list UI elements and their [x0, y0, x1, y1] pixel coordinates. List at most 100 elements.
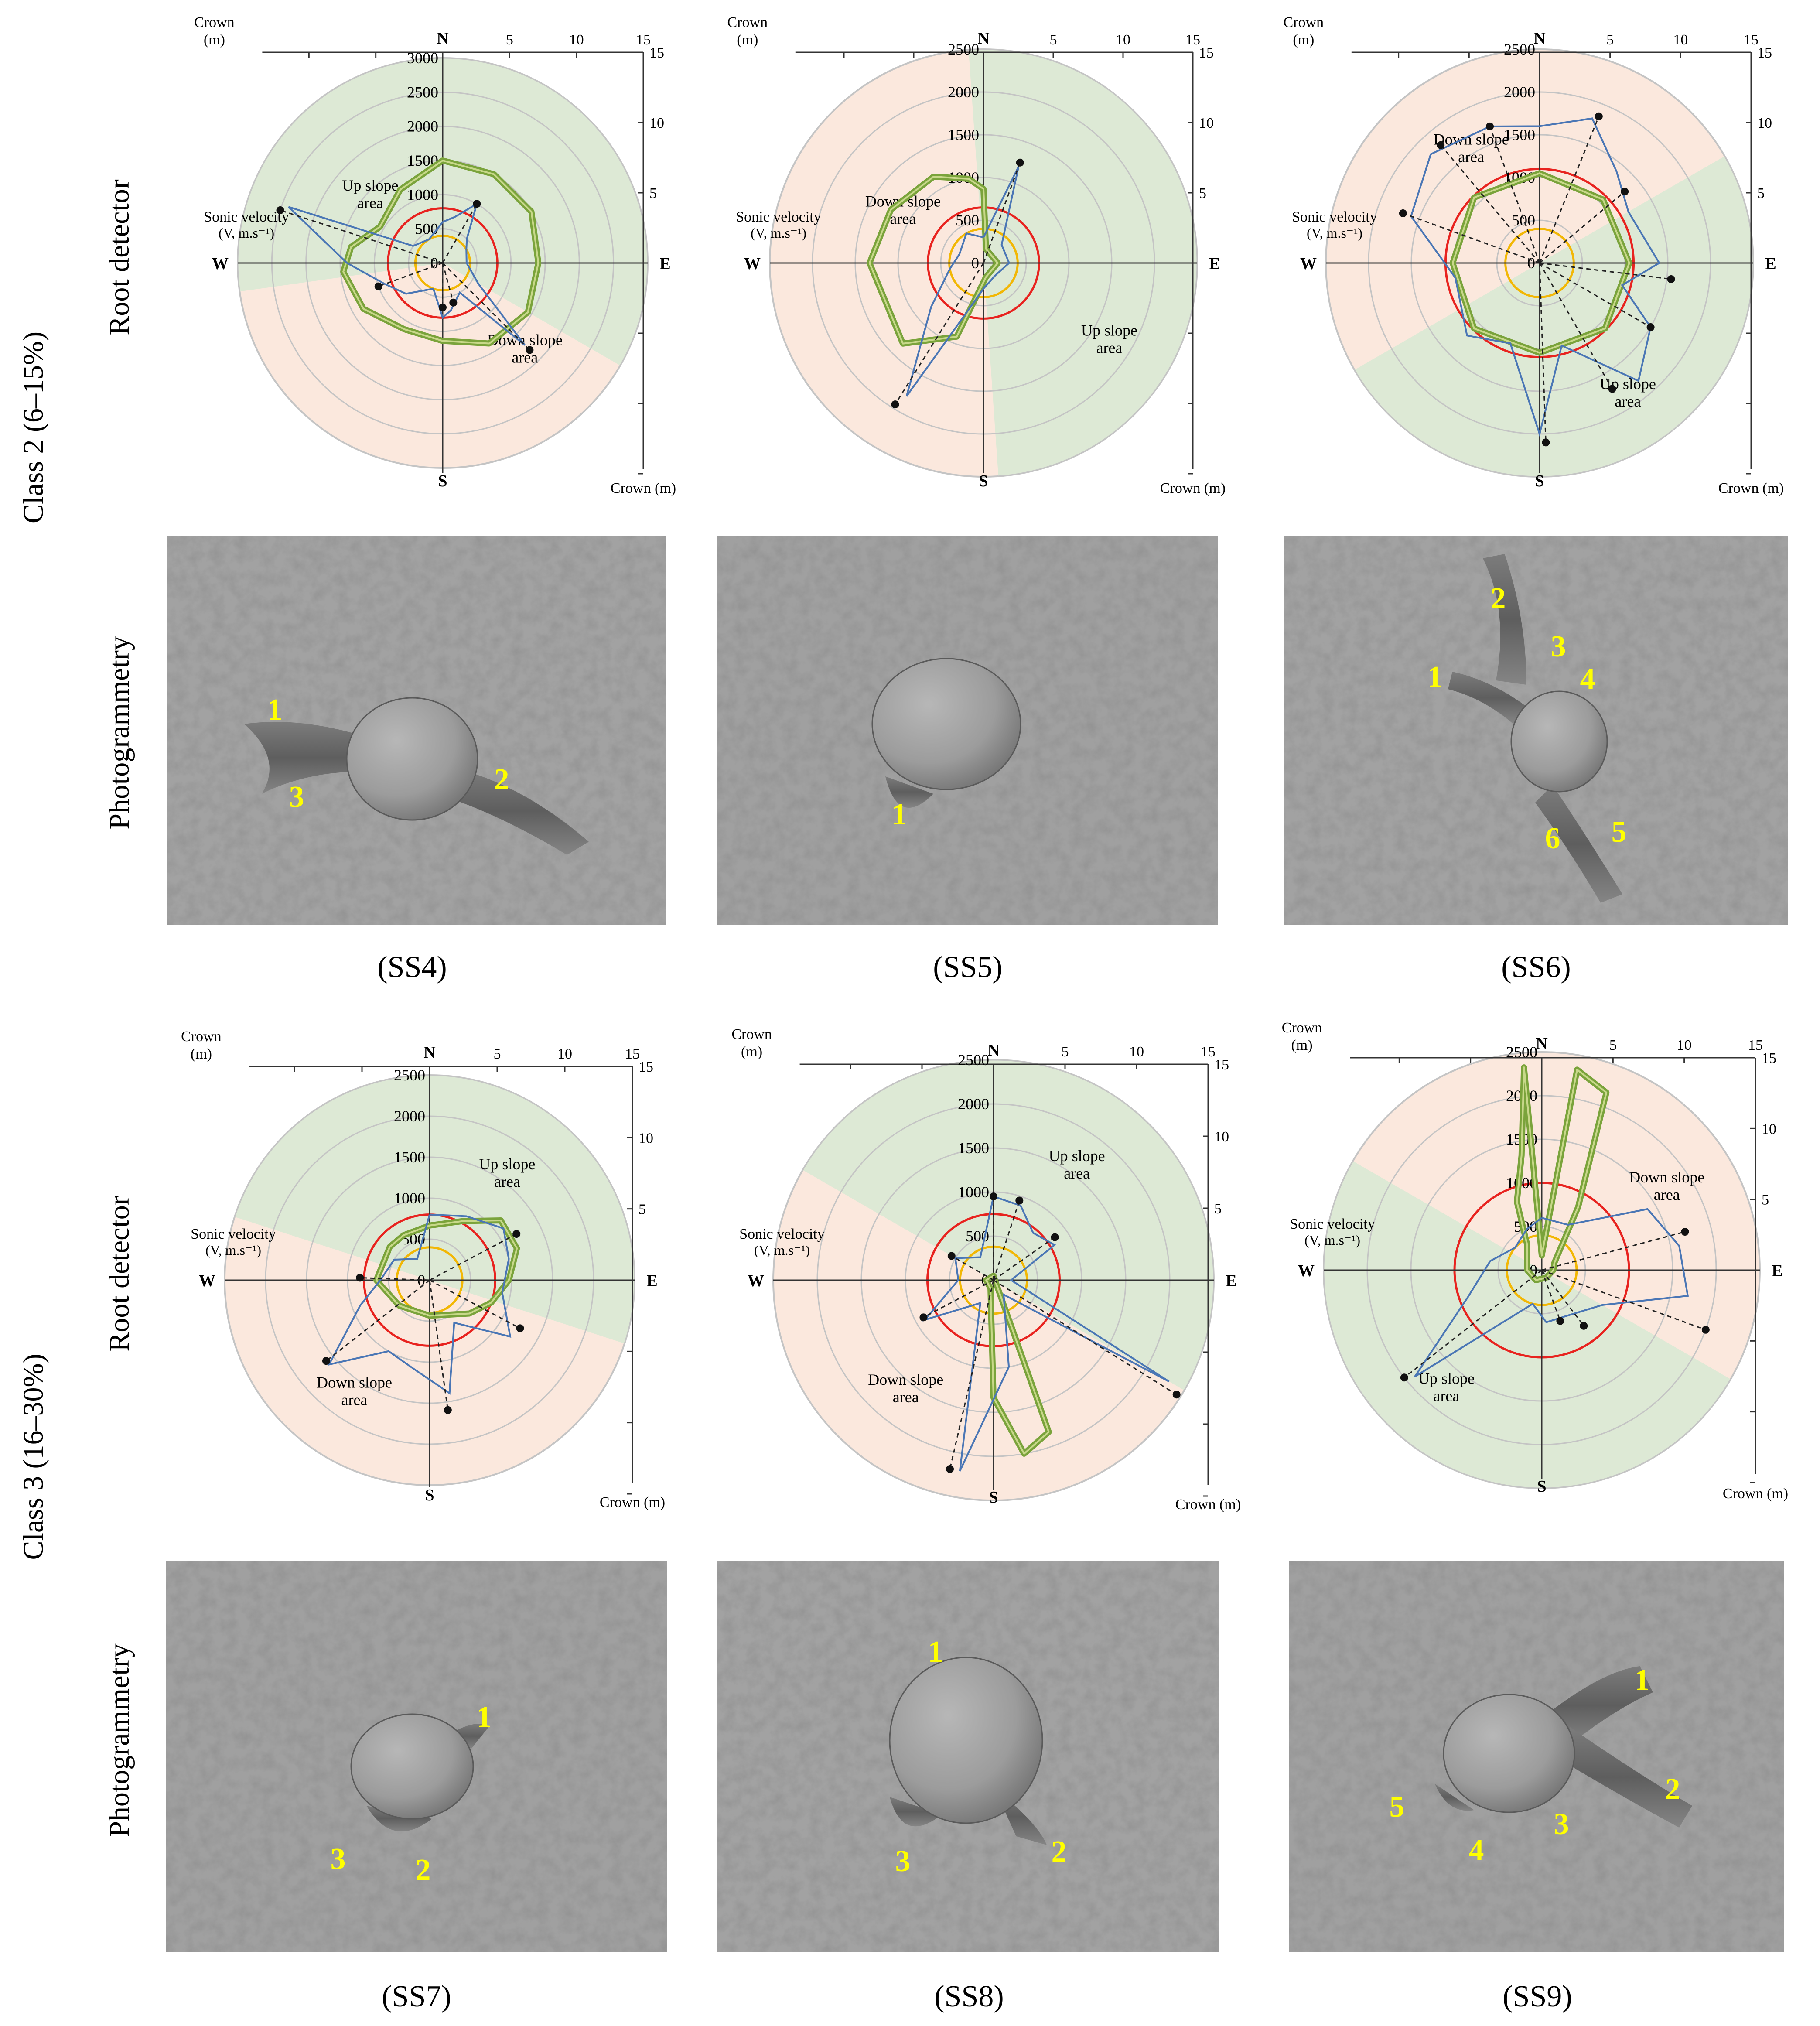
velocity-tick-label: 2000	[407, 118, 438, 135]
velocity-tick-label: 2000	[948, 83, 979, 101]
root-label: 2	[1052, 1835, 1067, 1869]
up-slope-sector	[802, 1060, 1214, 1391]
root-marker	[449, 298, 458, 307]
east-label: E	[646, 1272, 657, 1290]
class3-label: Class 3 (16–30%)	[17, 1354, 49, 1560]
root-label: 2	[1491, 582, 1506, 615]
root-direction-ray	[429, 1233, 517, 1281]
root-direction-ray	[429, 1279, 521, 1329]
up-slope-label: Up slope	[1081, 322, 1137, 339]
velocity-tick-label: 2000	[1504, 83, 1535, 101]
root-label: 6	[1545, 822, 1560, 855]
north-label: N	[1533, 29, 1545, 48]
sonic-velocity-label: Sonic velocity	[204, 209, 289, 225]
root-label: 5	[1612, 815, 1627, 849]
root-marker	[947, 1252, 956, 1260]
crown-tick-label: 15	[1748, 1037, 1763, 1053]
up-slope-label: Up slope	[342, 177, 398, 194]
down-slope-label: Down slope	[1629, 1168, 1704, 1186]
crown-tick-label: 15	[636, 32, 651, 48]
up-slope-area-label: area	[494, 1173, 520, 1190]
south-label: S	[1537, 1477, 1546, 1496]
root-marker	[444, 1406, 452, 1414]
root-marker	[516, 1324, 524, 1332]
crown-tick-label: 10	[1677, 1037, 1692, 1053]
stump-shape	[350, 1713, 474, 1820]
velocity-tick-label: 2000	[394, 1107, 425, 1125]
east-label: E	[659, 255, 670, 273]
crown-tick-label: 5	[506, 32, 513, 48]
crown-tick-label: 5	[494, 1046, 501, 1062]
crown-tick-label: 15	[1201, 1044, 1216, 1060]
velocity-tick-label: 2500	[948, 41, 979, 58]
root-marker	[990, 1192, 997, 1201]
velocity-tick-label: 3000	[407, 49, 438, 67]
north-label: N	[977, 29, 989, 48]
crown-label-bottom: Crown (m)	[1175, 1496, 1241, 1513]
up-slope-sector	[1354, 156, 1753, 477]
root-marker	[1667, 275, 1675, 284]
crown-tick-label: 5	[639, 1202, 646, 1218]
crown-label-top: Crown	[1284, 14, 1324, 31]
crown-tick-label: 10	[1116, 32, 1130, 48]
sonic-velocity-label: Sonic velocity	[1290, 1216, 1375, 1232]
crown-tick-label: 5	[1757, 185, 1765, 202]
root-direction-ray	[1539, 262, 1671, 280]
up-slope-label: Up slope	[479, 1155, 535, 1173]
photo-panel-ss8: 1 2 3	[717, 1561, 1219, 1952]
root-direction-ray	[895, 263, 984, 405]
crown-tick-label: 5	[649, 185, 657, 202]
velocity-tick-label: 1500	[1504, 126, 1535, 143]
crown-tick-label: 5	[1199, 185, 1206, 202]
up-slope-area-label: area	[1096, 339, 1123, 357]
sonic-velocity-unit-label: (V, m.s⁻¹)	[754, 1242, 810, 1258]
south-label: S	[1535, 472, 1544, 490]
down-slope-area-label: area	[341, 1391, 367, 1408]
south-label: S	[989, 1488, 998, 1507]
root-marker	[1681, 1228, 1689, 1236]
root-1-shape	[244, 722, 384, 794]
root-marker	[512, 1230, 521, 1238]
crown-outline-inner	[985, 1274, 1050, 1455]
sonic-velocity-label: Sonic velocity	[1292, 209, 1377, 225]
sonic-velocity-unit-label: (V, m.s⁻¹)	[205, 1242, 261, 1258]
root-marker	[1621, 188, 1629, 196]
root-direction-ray	[442, 262, 530, 351]
sonic-velocity-label: Sonic velocity	[739, 1226, 824, 1242]
sonic-velocity-line	[922, 1196, 1170, 1472]
south-label: S	[425, 1486, 434, 1504]
root-detector-chart-ss6: 5 10 151510505001000150020002500NEWSCrown(…	[1284, 14, 1784, 496]
crown-outline-inner	[868, 175, 999, 345]
crown-unit-label-top: (m)	[741, 1044, 762, 1060]
crown-tick-label: 15	[649, 45, 664, 61]
root-2-shape	[1557, 1727, 1692, 1828]
root-direction-ray	[429, 1280, 449, 1411]
root-direction-ray	[280, 209, 443, 264]
sonic-velocity-unit-label: (V, m.s⁻¹)	[1307, 225, 1362, 241]
velocity-tick-label: 1000	[407, 186, 438, 203]
sonic-velocity-label: Sonic velocity	[736, 209, 821, 225]
caption-ss5: (SS5)	[933, 950, 1002, 984]
crown-tick-label: 15	[1762, 1050, 1776, 1066]
root-direction-ray	[360, 1277, 430, 1281]
crown-tick-label: 5	[1609, 1037, 1617, 1053]
velocity-tick-label: 2500	[958, 1051, 989, 1069]
crown-unit-label-top: (m)	[204, 32, 225, 48]
root-label: 1	[1635, 1664, 1650, 1697]
up-slope-area-label: area	[357, 194, 383, 212]
root-marker	[946, 1465, 954, 1473]
root-marker	[439, 303, 447, 311]
up-slope-area-label: area	[1615, 393, 1641, 410]
root-direction-ray	[378, 262, 443, 287]
crown-unit-label-top: (m)	[1291, 1037, 1312, 1053]
root-direction-ray	[1489, 126, 1540, 263]
root-direction-ray	[442, 203, 478, 263]
down-slope-area-label: area	[512, 348, 538, 366]
root-direction-ray	[923, 1279, 994, 1318]
crown-label-bottom: Crown (m)	[600, 1494, 665, 1510]
north-label: N	[437, 29, 448, 48]
sonic-velocity-line	[905, 166, 1020, 397]
root-marker	[1542, 438, 1550, 447]
root-label: 3	[1551, 630, 1566, 663]
crown-outline-inner	[375, 1220, 518, 1317]
